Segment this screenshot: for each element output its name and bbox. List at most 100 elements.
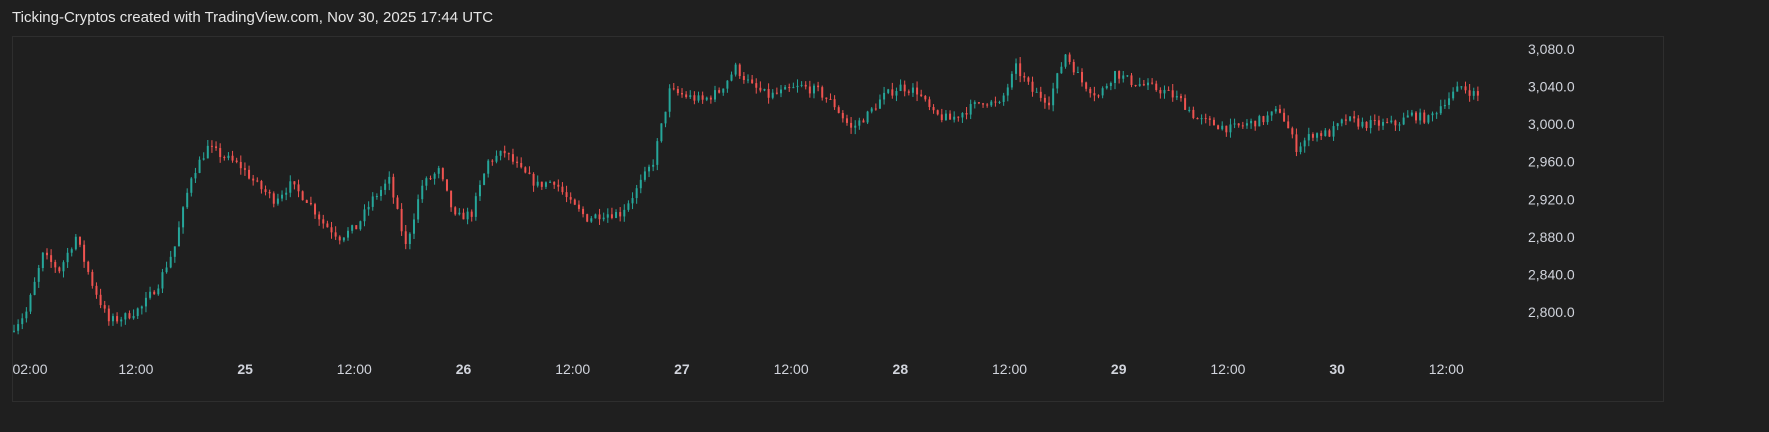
candle-body (969, 104, 972, 115)
candle-body (322, 219, 325, 224)
candle-body (800, 84, 803, 86)
candle-body (441, 168, 444, 180)
candle-body (161, 272, 164, 289)
candle-body (1278, 108, 1281, 113)
candle-body (153, 291, 156, 295)
candle-body (994, 101, 997, 103)
candle-body (676, 89, 679, 94)
candle-body (66, 252, 69, 263)
candle-body (1064, 54, 1067, 67)
candle-body (1448, 98, 1451, 105)
candle-body (920, 94, 923, 97)
candle-body (256, 180, 259, 182)
candle-body (1365, 121, 1368, 129)
candle-body (235, 160, 238, 162)
candle-body (1274, 108, 1277, 112)
price-chart[interactable] (13, 37, 1663, 401)
candle-body (186, 192, 189, 208)
candle-body (144, 297, 147, 307)
candle-body (198, 159, 201, 173)
candle-body (1283, 112, 1286, 122)
candle-body (355, 225, 358, 230)
candle-body (829, 98, 832, 100)
candle-body (326, 223, 329, 228)
candle-body (454, 207, 457, 215)
candle-body (116, 316, 119, 322)
candle-body (111, 316, 114, 322)
candle-body (1460, 86, 1463, 88)
candle-body (70, 249, 73, 253)
candle-body (458, 212, 461, 215)
candle-body (375, 196, 378, 198)
candle-body (1043, 97, 1046, 103)
candle-body (1081, 72, 1084, 83)
candle-body (916, 87, 919, 95)
candle-body (1192, 109, 1195, 118)
chart-caption: Ticking-Cryptos created with TradingView… (12, 9, 494, 26)
candle-body (656, 141, 659, 165)
candle-body (1097, 95, 1100, 97)
candle-body (1299, 146, 1302, 153)
candle-body (693, 95, 696, 101)
candle-body (524, 167, 527, 173)
candle-body (408, 233, 411, 245)
candle-body (1105, 86, 1108, 89)
candle-body (21, 318, 24, 325)
candle-body (252, 178, 255, 181)
candle-body (231, 155, 234, 161)
candle-body (1229, 124, 1232, 133)
candle-body (1146, 82, 1149, 86)
candle-body (1452, 91, 1455, 99)
candle-body (643, 171, 646, 180)
candle-body (95, 285, 98, 295)
candle-body (1188, 109, 1191, 111)
candle-body (808, 86, 811, 94)
candle-body (219, 148, 222, 158)
candle-body (1382, 122, 1385, 126)
candle-body (961, 113, 964, 118)
candle-body (342, 237, 345, 241)
candle-body (553, 181, 556, 185)
candle-body (520, 162, 523, 168)
candle-body (83, 244, 86, 262)
candle-body (1250, 120, 1253, 124)
candle-body (433, 173, 436, 179)
candle-body (977, 102, 980, 104)
candle-body (1138, 84, 1141, 86)
candle-body (775, 92, 778, 94)
candle-body (495, 155, 498, 162)
candle-body (1377, 120, 1380, 126)
candle-body (1435, 113, 1438, 115)
candle-body (747, 79, 749, 81)
candle-body (140, 306, 143, 309)
candle-body (13, 330, 15, 332)
candle-body (25, 311, 28, 319)
candle-body (1208, 118, 1211, 120)
candle-body (602, 217, 605, 220)
candle-body (1072, 61, 1075, 73)
candle-body (62, 262, 65, 272)
candle-body (1254, 120, 1257, 127)
candle-body (425, 178, 428, 186)
candle-body (858, 120, 861, 126)
candle-body (87, 261, 90, 272)
candle-body (1336, 123, 1339, 127)
candle-body (210, 145, 213, 147)
candle-body (1233, 123, 1236, 125)
candle-body (1340, 119, 1343, 124)
candle-body (796, 85, 799, 88)
candle-body (169, 256, 172, 268)
plot-area[interactable] (12, 36, 1664, 402)
candle-body (528, 172, 531, 174)
candle-body (1134, 85, 1137, 87)
candle-body (771, 92, 774, 98)
candle-body (260, 181, 263, 190)
candle-series (13, 52, 1479, 335)
candle-body (417, 199, 420, 220)
candle-body (870, 108, 873, 112)
candle-body (932, 107, 935, 111)
candle-body (466, 211, 469, 220)
candle-body (714, 90, 717, 100)
candle-body (37, 268, 40, 282)
candle-body (767, 88, 770, 98)
